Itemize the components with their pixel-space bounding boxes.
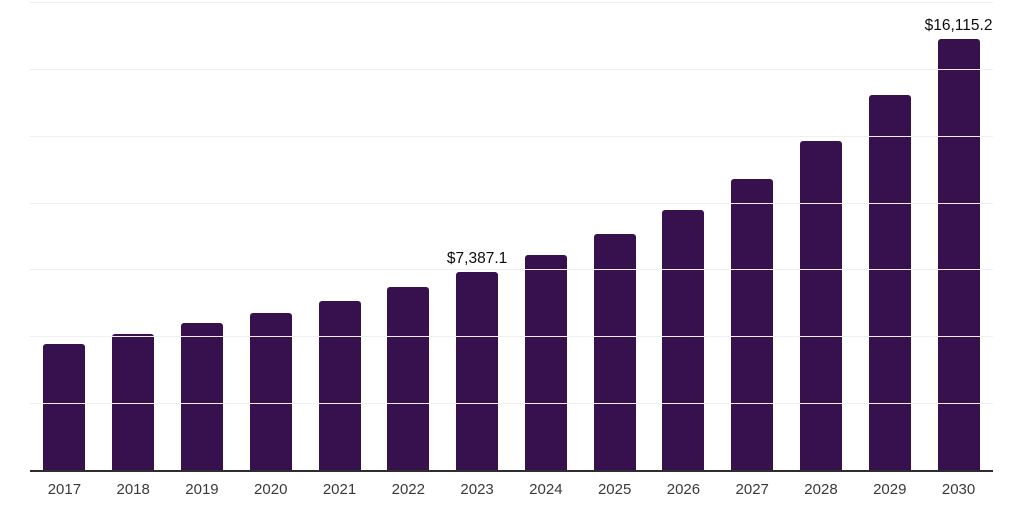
x-tick-2022: 2022 [391,481,425,498]
bar-slot-2028 [787,2,856,470]
x-tick-2021: 2021 [322,481,357,498]
bar-2019[interactable] [180,323,223,470]
x-tick-2024: 2024 [529,481,563,498]
gridline [30,68,993,70]
x-tick-2028: 2028 [804,481,838,498]
gridline [30,403,993,405]
bar-2024[interactable] [524,255,567,470]
bar-slot-2030: $16,115.2 [924,2,993,470]
x-axis: 2017 2018 2019 2020 2021 2022 2023 2024 2025 2026… [30,481,993,499]
x-tick-2025: 2025 [597,481,632,498]
bar-slot-2023: $7,387.1 [443,2,512,470]
bar-slot-2017 [30,2,99,470]
x-tick-2020: 2020 [254,481,288,498]
bar-slot-2020 [236,2,305,470]
bar-2023[interactable] [456,272,499,470]
x-tick-2018: 2018 [116,481,150,498]
plot-area: $7,387.1 $16,115.2 [30,2,993,472]
bar-slot-2019 [168,2,237,470]
bar-2021[interactable] [318,301,361,470]
bar-2022[interactable] [387,287,430,470]
x-tick-2026: 2026 [666,481,701,498]
x-tick-2027: 2027 [735,481,769,498]
bar-slot-2029 [855,2,924,470]
bar-slot-2022 [374,2,443,470]
bar-slot-2024 [511,2,580,470]
gridline [30,2,993,3]
x-tick-2017: 2017 [47,481,82,498]
x-tick-2030: 2030 [941,481,976,498]
bar-slot-2027 [718,2,787,470]
bar-2029[interactable] [868,95,911,470]
data-label-2023: $7,387.1 [446,249,508,267]
x-tick-2029: 2029 [873,481,907,498]
bar-2028[interactable] [799,141,842,470]
gridline [30,269,993,271]
gridline [30,135,993,137]
gridline [30,202,993,204]
gridline [30,336,993,338]
bar-slot-2021 [305,2,374,470]
bar-2030[interactable] [937,39,980,470]
bar-slot-2026 [649,2,718,470]
x-tick-2023: 2023 [460,481,494,498]
bar-2018[interactable] [112,334,155,470]
bar-slot-2018 [99,2,168,470]
bar-2020[interactable] [249,312,292,470]
bar-2025[interactable] [593,234,636,470]
bar-2026[interactable] [662,210,705,470]
bar-slots: $7,387.1 $16,115.2 [30,2,993,470]
x-tick-2019: 2019 [185,481,219,498]
data-label-2030: $16,115.2 [924,16,993,34]
bar-2027[interactable] [731,179,774,470]
bar-2017[interactable] [43,343,86,470]
bar-slot-2025 [580,2,649,470]
